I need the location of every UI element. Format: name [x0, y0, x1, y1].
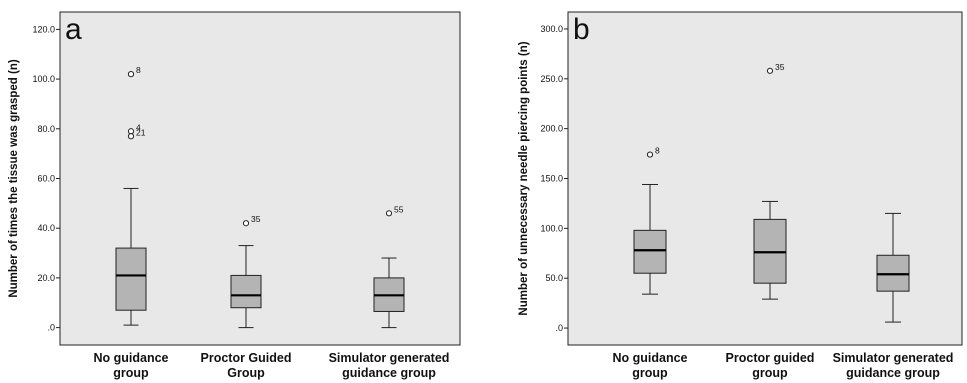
outlier-label: 8 — [655, 146, 660, 156]
outlier-label: 55 — [394, 204, 404, 214]
y-tick-label: 50.0 — [545, 273, 563, 283]
x-category-label: Simulator generated guidance group — [329, 351, 450, 380]
x-category-label-line: group — [632, 366, 668, 380]
x-category-label-line: guidance group — [846, 366, 940, 380]
x-category-label-line: Group — [227, 366, 265, 380]
y-tick-label: 150.0 — [540, 174, 563, 184]
box-2: 35 — [753, 62, 787, 300]
outlier-label: 4 — [136, 122, 141, 132]
x-category-label: No guidance group — [93, 351, 168, 380]
outlier-label: 21 — [136, 127, 146, 137]
y-tick-label: .0 — [555, 323, 563, 333]
box-3 — [876, 212, 910, 323]
x-category-label: Proctor guided group — [726, 351, 815, 380]
outlier-point — [127, 133, 135, 140]
outlier-label: 35 — [775, 62, 785, 72]
panel-a: a .0 20.0 40.0 60.0 80.0 100.0 120.0 Number of t… — [8, 11, 461, 380]
x-category-label-line: group — [752, 366, 788, 380]
y-tick-label: 120.0 — [32, 24, 55, 34]
box-2: 35 — [230, 214, 262, 329]
outlier-point — [766, 67, 774, 74]
outlier-point — [242, 220, 250, 227]
iqr-box — [633, 229, 667, 274]
box-1: 8 421 — [115, 65, 147, 326]
panel-letter: a — [65, 13, 82, 46]
y-tick-label: .0 — [47, 323, 55, 333]
iqr-box — [230, 274, 262, 309]
x-category-label-line: Proctor guided — [726, 351, 815, 365]
x-category-label-line: Simulator generated — [833, 351, 954, 365]
x-category-label-line: No guidance — [93, 351, 168, 365]
outlier-point — [127, 71, 135, 78]
plot-area — [567, 11, 963, 346]
y-tick-label: 250.0 — [540, 74, 563, 84]
x-category-label: Proctor Guided Group — [201, 351, 292, 380]
box-1: 8 — [633, 146, 667, 295]
panel-b: b .0 50.0 100.0 150.0 200.0 250.0 300.0 Number o… — [518, 11, 963, 380]
outlier-point — [646, 151, 654, 158]
y-tick-label: 300.0 — [540, 24, 563, 34]
y-tick-label: 100.0 — [32, 74, 55, 84]
y-tick-label: 60.0 — [37, 174, 55, 184]
y-axis-label: Number of times the tissue was grasped (… — [8, 59, 20, 298]
x-category-label-line: guidance group — [342, 366, 436, 380]
x-category-label-line: Proctor Guided — [201, 351, 292, 365]
outlier-point — [127, 128, 135, 135]
y-tick-label: 20.0 — [37, 273, 55, 283]
y-tick-label: 80.0 — [37, 124, 55, 134]
outlier-label: 8 — [136, 65, 141, 75]
y-tick-label: 100.0 — [540, 223, 563, 233]
outlier-label: 35 — [251, 214, 261, 224]
box-3: 55 — [373, 204, 405, 329]
outlier-point — [385, 210, 393, 217]
x-category-label: No guidance group — [612, 351, 687, 380]
y-tick-label: 40.0 — [37, 223, 55, 233]
y-tick-label: 200.0 — [540, 124, 563, 134]
x-category-label-line: No guidance — [612, 351, 687, 365]
y-axis-label: Number of unnecessary needle piercing po… — [518, 41, 530, 315]
x-category-label-line: Simulator generated — [329, 351, 450, 365]
panel-letter: b — [573, 13, 590, 46]
iqr-box — [115, 247, 147, 311]
x-category-label-line: group — [113, 366, 149, 380]
x-category-label: Simulator generated guidance group — [833, 351, 954, 380]
